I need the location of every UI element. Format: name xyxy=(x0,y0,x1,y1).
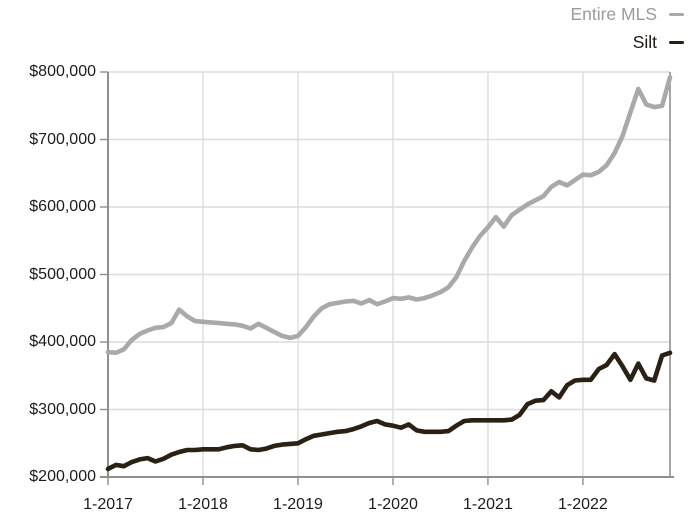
silt-line-swatch-icon xyxy=(669,40,684,45)
legend: Entire MLS Silt xyxy=(570,4,684,53)
y-axis-label: $300,000 xyxy=(29,400,96,418)
entire-mls-line-swatch-icon xyxy=(669,12,684,17)
x-axis-label: 1-2018 xyxy=(178,496,228,513)
y-axis-label: $700,000 xyxy=(29,130,96,148)
x-axis-label: 1-2020 xyxy=(368,496,418,513)
x-axis-label: 1-2019 xyxy=(273,496,323,513)
legend-label-silt: Silt xyxy=(632,32,657,52)
entire-mls-line xyxy=(105,75,673,356)
y-axis-label: $800,000 xyxy=(29,63,96,80)
y-axis-label: $400,000 xyxy=(29,333,96,350)
y-axis-label: $500,000 xyxy=(29,265,96,283)
y-axis-label: $600,000 xyxy=(29,198,96,215)
x-axis-label: 1-2021 xyxy=(463,496,513,513)
silt-line xyxy=(105,350,673,472)
x-axis-label: 1-2017 xyxy=(83,496,133,513)
y-axis-label: $200,000 xyxy=(29,468,96,485)
legend-item-silt: Silt xyxy=(633,32,684,53)
legend-label-entire-mls: Entire MLS xyxy=(570,4,657,24)
x-axis-label: 1-2022 xyxy=(558,496,608,513)
legend-item-entire-mls: Entire MLS xyxy=(570,4,684,25)
